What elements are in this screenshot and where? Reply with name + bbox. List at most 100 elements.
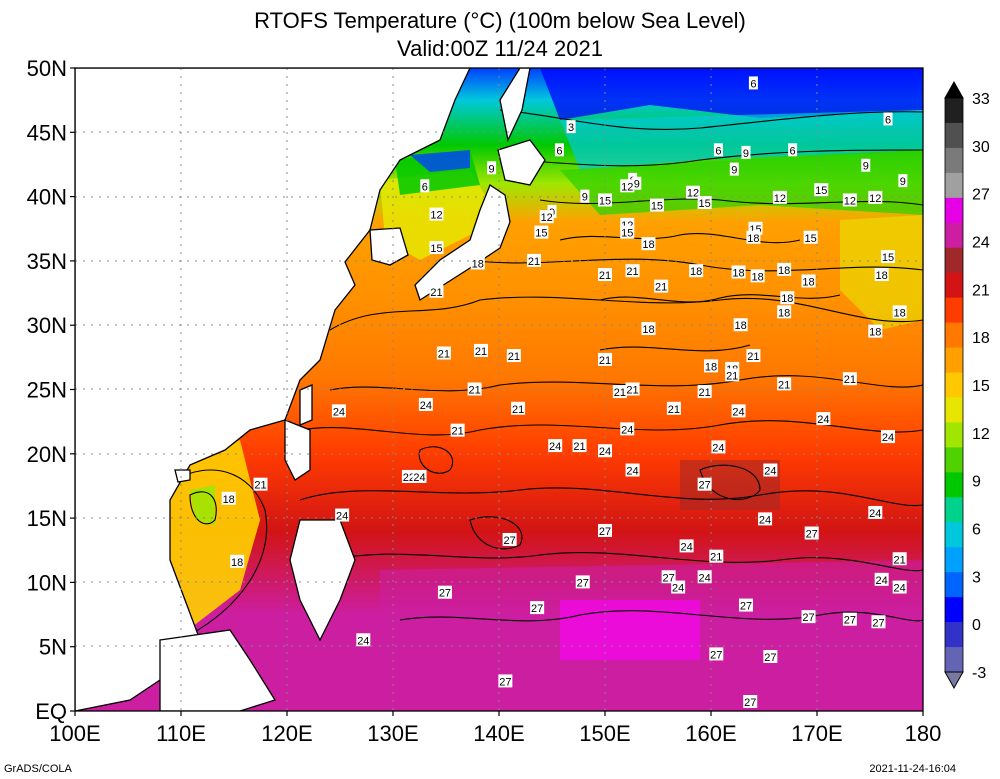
- contour-label: 27: [801, 610, 816, 624]
- contour-label: 18: [777, 262, 792, 277]
- colorbar-swatch: [945, 597, 963, 623]
- svg-text:27: 27: [662, 572, 674, 584]
- svg-text:9: 9: [582, 192, 588, 204]
- contour-label: 21: [654, 279, 669, 294]
- contour-label: 21: [697, 385, 712, 399]
- svg-text:12: 12: [774, 193, 786, 205]
- warm-patch-east: [680, 460, 780, 510]
- contour-label: 9: [580, 189, 590, 204]
- contour-label: 6: [554, 143, 564, 157]
- svg-text:27: 27: [806, 529, 818, 541]
- contour-label: 21: [725, 368, 740, 382]
- contour-label: 12: [429, 207, 444, 222]
- svg-text:18: 18: [231, 557, 243, 569]
- svg-text:27: 27: [802, 612, 814, 624]
- svg-text:18: 18: [894, 307, 906, 319]
- svg-text:18: 18: [642, 239, 654, 251]
- svg-text:24: 24: [712, 442, 724, 454]
- contour-label: 21: [625, 264, 640, 278]
- contour-label: 21: [473, 343, 488, 358]
- contour-label: 24: [418, 397, 433, 412]
- colorbar-label: -3: [972, 665, 986, 682]
- colorbar-label: 33: [972, 91, 990, 108]
- svg-text:18: 18: [869, 327, 881, 339]
- south-china-sea-cool-patch: [190, 485, 215, 525]
- contour-label: 18: [689, 264, 704, 278]
- contour-label: 18: [641, 237, 656, 251]
- lon-tick-label: 130E: [367, 721, 418, 746]
- svg-text:18: 18: [802, 276, 814, 288]
- philippine-islands: [289, 519, 356, 642]
- contour-label: 18: [892, 305, 907, 319]
- svg-text:15: 15: [621, 228, 633, 240]
- contour-label: 15: [697, 196, 712, 210]
- taiwan-island: [299, 384, 313, 426]
- svg-text:12: 12: [687, 188, 699, 200]
- warm-pool-core-patch: [560, 600, 700, 660]
- colorbar-swatch: [945, 522, 963, 548]
- longitude-axis: 100E 110E 120E 130E 140E 150E 160E 170E 180: [49, 711, 941, 746]
- svg-text:27: 27: [740, 601, 752, 613]
- lat-tick-label: 25N: [27, 378, 67, 403]
- contour-label: 12: [842, 193, 857, 207]
- svg-text:6: 6: [750, 78, 756, 90]
- contour-label: 24: [758, 512, 773, 526]
- contour-label: 21: [429, 284, 444, 299]
- lat-tick-label: 45N: [27, 120, 67, 145]
- svg-text:9: 9: [489, 163, 495, 175]
- colorbar-swatch: [945, 247, 963, 274]
- contour-label: 6: [883, 112, 893, 126]
- colorbar-swatch: [945, 647, 963, 673]
- contour-label: 12: [539, 210, 554, 224]
- svg-text:24: 24: [882, 432, 894, 444]
- svg-text:24: 24: [680, 541, 692, 553]
- contour-label: 18: [733, 318, 748, 332]
- svg-text:6: 6: [556, 145, 562, 157]
- latitude-axis: 50N 45N 40N 35N 30N 25N 20N 15N 10N 5N EQ: [27, 56, 75, 724]
- svg-text:9: 9: [743, 148, 749, 160]
- contour-label: 9: [729, 162, 739, 177]
- svg-text:24: 24: [672, 583, 684, 595]
- colorbar-swatch: [945, 98, 963, 124]
- sea-of-japan-cold-patch: [410, 150, 470, 172]
- svg-text:12: 12: [621, 181, 633, 193]
- svg-text:21: 21: [726, 370, 738, 382]
- contour-label: 18: [777, 305, 792, 319]
- svg-text:27: 27: [764, 652, 776, 664]
- colorbar-swatch: [945, 347, 963, 374]
- contour-label: 21: [777, 377, 792, 391]
- svg-text:21: 21: [430, 287, 442, 299]
- contour-label: 24: [356, 633, 371, 647]
- timestamp: 2021-11-24-16:04: [869, 763, 956, 775]
- plot-area: 3666666699999999121212121212121215151515…: [75, 68, 923, 711]
- svg-text:6: 6: [422, 181, 428, 193]
- contour-label: 24: [816, 412, 831, 426]
- svg-text:6: 6: [715, 145, 721, 157]
- svg-text:24: 24: [626, 466, 638, 478]
- contour-label: 27: [502, 532, 517, 547]
- contour-label: 18: [641, 322, 656, 336]
- contour-label: 24: [881, 430, 896, 444]
- contour-label: 18: [874, 268, 889, 282]
- contour-label: 9: [632, 176, 642, 191]
- svg-text:15: 15: [805, 233, 817, 245]
- contour-label: 21: [666, 401, 681, 416]
- colorbar-swatch: [945, 447, 963, 473]
- lat-tick-label: 40N: [27, 185, 67, 210]
- svg-text:21: 21: [614, 387, 626, 399]
- svg-text:15: 15: [430, 243, 442, 255]
- svg-text:24: 24: [759, 514, 771, 526]
- honshu-island: [414, 184, 511, 301]
- svg-text:18: 18: [472, 258, 484, 270]
- svg-text:24: 24: [621, 424, 633, 436]
- svg-text:12: 12: [869, 193, 881, 205]
- lon-tick-label: 100E: [49, 721, 100, 746]
- svg-text:21: 21: [599, 355, 611, 367]
- svg-text:27: 27: [699, 480, 711, 492]
- svg-text:18: 18: [690, 266, 702, 278]
- contour-label: 24: [335, 508, 350, 523]
- svg-text:18: 18: [778, 265, 790, 277]
- cool-water-patch: [560, 110, 923, 170]
- contour-label: 22: [401, 469, 416, 484]
